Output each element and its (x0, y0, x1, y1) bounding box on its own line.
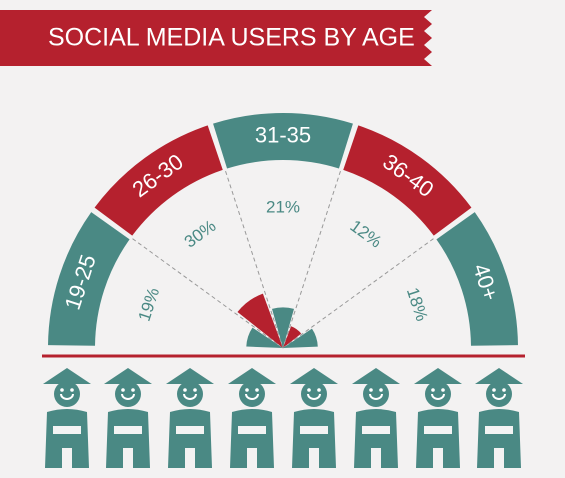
divider (224, 169, 284, 349)
chart-title: SOCIAL MEDIA USERS BY AGE (48, 24, 415, 52)
divider (282, 169, 342, 349)
age-band (213, 113, 353, 169)
age-band (343, 125, 472, 236)
wedge (283, 326, 302, 348)
divider (130, 237, 284, 349)
wedge (246, 327, 283, 348)
category-label: 31-35 (255, 122, 311, 147)
wedge (283, 328, 318, 348)
age-band (48, 212, 130, 346)
age-band (436, 212, 518, 346)
wedge (272, 307, 294, 348)
value-label: 21% (266, 197, 300, 216)
divider (282, 237, 436, 349)
age-band (94, 125, 223, 236)
title-banner (0, 10, 432, 66)
wedge (237, 293, 283, 348)
